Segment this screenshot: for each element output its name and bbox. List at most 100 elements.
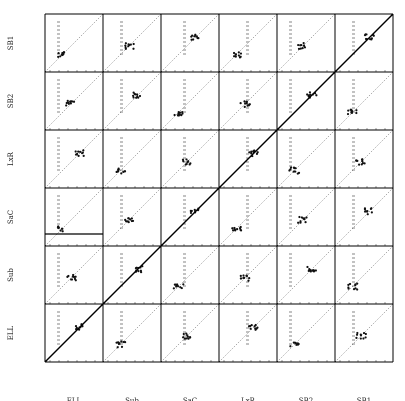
data-point-2-1-8 (123, 170, 127, 173)
data-point-3-5-2 (366, 213, 369, 216)
data-point-3-5-9 (370, 211, 373, 214)
data-point-3-3-9 (231, 227, 234, 230)
data-point-4-4-1 (306, 265, 309, 269)
data-point-3-3-6 (232, 229, 235, 232)
data-point-5-5-2 (362, 337, 365, 340)
data-point-0-4-2 (299, 44, 302, 47)
reference-line-2-1 (102, 129, 162, 189)
x-label-sac: SaC (183, 397, 197, 401)
data-point-3-4-7 (305, 216, 308, 219)
reference-line-5-4 (276, 303, 336, 363)
data-point-5-0-6 (74, 324, 78, 328)
data-point-0-3-3 (234, 53, 238, 56)
data-point-5-2-7 (181, 336, 185, 339)
data-point-5-5-7 (359, 333, 362, 336)
data-point-0-1-0 (124, 42, 127, 45)
reference-line-2-5 (334, 129, 394, 189)
reference-line-3-3 (218, 187, 278, 247)
data-point-2-4-6 (292, 170, 295, 173)
data-point-5-5-6 (362, 331, 366, 335)
reference-line-2-2 (160, 129, 220, 189)
data-point-2-2-4 (187, 160, 190, 163)
y-label-sb2: SB2 (7, 94, 15, 108)
x-label-lxr: LxR (241, 397, 256, 401)
y-label-sub: Sub (7, 268, 15, 282)
reference-line-0-0 (44, 13, 104, 73)
data-point-3-4-6 (303, 218, 306, 221)
data-point-2-4-0 (294, 170, 297, 173)
data-point-5-5-3 (355, 336, 358, 339)
data-point-4-3-2 (239, 274, 242, 277)
data-point-1-0-7 (69, 100, 72, 103)
data-point-2-5-6 (360, 158, 364, 161)
data-point-1-2-2 (178, 111, 182, 114)
data-point-1-3-9 (245, 100, 248, 104)
reference-line-4-4 (276, 245, 336, 305)
data-point-1-5-1 (347, 109, 350, 112)
reference-line-3-5 (334, 187, 394, 247)
data-point-2-0-8 (81, 151, 84, 154)
data-point-4-3-6 (247, 279, 250, 282)
data-point-0-4-8 (301, 47, 304, 50)
data-point-4-3-7 (243, 276, 246, 280)
reference-line-4-3 (218, 245, 278, 305)
data-point-4-5-6 (347, 283, 350, 286)
data-point-1-0-6 (71, 100, 74, 103)
data-point-2-1-1 (120, 172, 123, 175)
data-point-5-5-1 (359, 337, 362, 340)
data-point-4-0-2 (72, 273, 75, 277)
data-point-2-1-5 (122, 170, 125, 173)
reference-line-0-3 (218, 13, 278, 73)
data-point-2-3-1 (250, 150, 253, 153)
data-point-3-0-9 (60, 227, 64, 230)
data-point-5-4-7 (296, 343, 299, 346)
data-point-1-5-0 (355, 111, 358, 115)
data-point-0-1-2 (124, 44, 127, 47)
data-point-2-2-7 (188, 163, 191, 166)
data-point-4-2-8 (173, 283, 176, 286)
data-point-4-3-8 (245, 274, 248, 277)
y-label-ell: ELL (7, 325, 15, 340)
data-point-1-4-2 (315, 94, 318, 97)
data-point-5-2-2 (185, 337, 188, 340)
data-point-2-2-5 (181, 158, 185, 161)
data-point-2-0-9 (74, 150, 77, 153)
data-point-4-4-7 (314, 269, 317, 272)
data-point-3-5-8 (363, 210, 367, 213)
x-label-sb2: SB2 (299, 397, 313, 401)
data-point-1-5-5 (346, 112, 350, 116)
data-point-1-0-2 (65, 101, 68, 105)
data-point-3-1-5 (127, 220, 130, 224)
data-point-0-3-2 (234, 55, 237, 58)
data-point-2-5-5 (357, 163, 361, 166)
data-point-0-3-8 (239, 55, 242, 58)
data-point-2-5-7 (361, 162, 365, 165)
data-point-3-2-7 (189, 211, 193, 215)
data-point-2-3-8 (250, 152, 253, 155)
data-point-5-0-5 (75, 326, 78, 330)
data-point-2-1-9 (117, 168, 120, 171)
data-point-4-4-8 (309, 270, 312, 273)
reference-line-3-1 (102, 187, 162, 247)
data-point-1-0-5 (66, 99, 69, 103)
data-point-1-3-6 (239, 102, 242, 105)
data-point-2-0-7 (77, 154, 80, 157)
data-point-1-5-7 (355, 109, 358, 112)
data-point-2-5-0 (363, 162, 366, 165)
data-point-0-3-5 (237, 51, 240, 54)
data-point-1-0-9 (65, 104, 68, 107)
data-point-4-2-3 (182, 283, 185, 286)
data-point-0-5-7 (364, 33, 367, 36)
reference-line-5-1 (102, 303, 162, 363)
x-label-sub: Sub (125, 397, 139, 401)
data-point-5-2-8 (183, 337, 186, 340)
data-point-3-3-4 (238, 226, 242, 230)
data-point-0-1-9 (124, 46, 127, 49)
data-point-5-5-5 (356, 331, 359, 335)
data-point-4-5-3 (348, 282, 352, 286)
data-point-4-5-7 (354, 283, 357, 286)
data-point-2-4-4 (294, 167, 297, 170)
data-point-4-3-5 (239, 277, 242, 280)
data-point-3-3-3 (239, 228, 242, 231)
